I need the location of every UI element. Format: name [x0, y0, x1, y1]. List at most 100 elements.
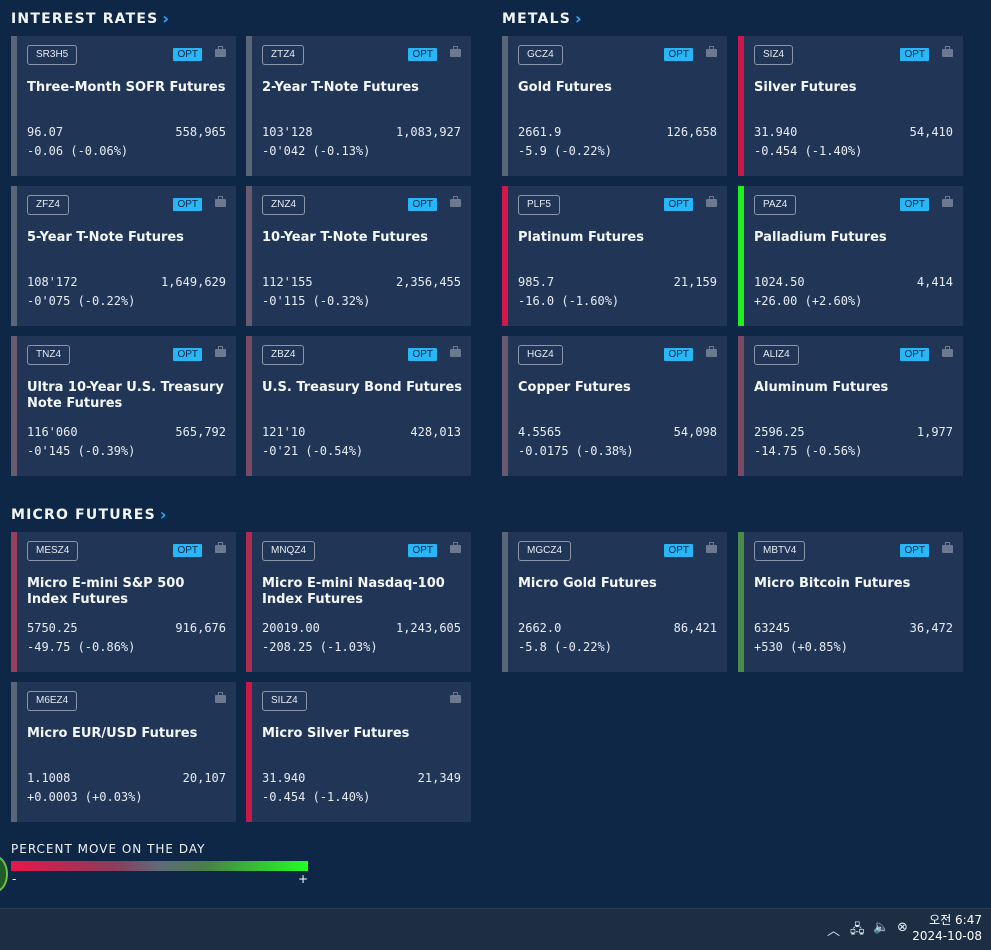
options-badge[interactable]: OPT [408, 198, 437, 211]
options-badge[interactable]: OPT [173, 48, 202, 61]
price-change: -208.25 (-1.03%) [262, 640, 378, 654]
last-price: 112'155 [262, 275, 313, 289]
symbol-badge: MESZ4 [27, 541, 79, 561]
last-price: 121'10 [262, 425, 306, 439]
briefcase-icon[interactable] [450, 346, 461, 357]
briefcase-icon[interactable] [706, 46, 717, 57]
last-price: 4.5565 [518, 425, 562, 439]
briefcase-icon[interactable] [450, 692, 461, 703]
briefcase-icon[interactable] [706, 196, 717, 207]
chevron-right-icon: › [162, 9, 171, 28]
briefcase-icon[interactable] [215, 196, 226, 207]
options-badge[interactable]: OPT [900, 198, 929, 211]
symbol-badge: HGZ4 [518, 345, 563, 365]
legend-title: PERCENT MOVE ON THE DAY [11, 842, 206, 856]
briefcase-icon[interactable] [450, 196, 461, 207]
futures-tile[interactable]: SIZ4 OPT Silver Futures 31.940 54,410 -0.454 … [738, 36, 963, 176]
price-change: +26.00 (+2.60%) [754, 294, 863, 308]
contract-name: Platinum Futures [518, 230, 644, 245]
last-price: 20019.00 [262, 621, 320, 635]
clock-time[interactable]: 오전 6:47 [929, 913, 982, 927]
futures-tile[interactable]: SR3H5 OPT Three-Month SOFR Futures 96.07 558… [11, 36, 236, 176]
volume: 54,098 [673, 425, 717, 439]
close-circle-icon[interactable]: ⊗ [897, 920, 908, 935]
last-price: 1.1008 [27, 771, 71, 785]
options-badge[interactable]: OPT [664, 348, 693, 361]
section-interest-rates[interactable]: INTEREST RATES › [11, 9, 170, 28]
futures-tile[interactable]: ZFZ4 OPT 5-Year T-Note Futures 108'172 1,649… [11, 186, 236, 326]
options-badge[interactable]: OPT [408, 544, 437, 557]
briefcase-icon[interactable] [215, 692, 226, 703]
symbol-badge: ALIZ4 [754, 345, 799, 365]
options-badge[interactable]: OPT [408, 348, 437, 361]
price-change: -0'075 (-0.22%) [27, 294, 136, 308]
options-badge[interactable]: OPT [900, 348, 929, 361]
futures-tile[interactable]: ALIZ4 OPT Aluminum Futures 2596.25 1,977 -14.… [738, 336, 963, 476]
futures-tile[interactable]: ZBZ4 OPT U.S. Treasury Bond Futures 121'10 4… [246, 336, 471, 476]
briefcase-icon[interactable] [706, 346, 717, 357]
options-badge[interactable]: OPT [173, 198, 202, 211]
floating-widget-button[interactable] [0, 856, 8, 892]
price-change: -16.0 (-1.60%) [518, 294, 620, 308]
volume: 565,792 [175, 425, 226, 439]
options-badge[interactable]: OPT [664, 544, 693, 557]
chevron-up-icon[interactable]: ︿ [827, 924, 841, 939]
futures-tile[interactable]: TNZ4 OPT Ultra 10-Year U.S. Treasury Note … [11, 336, 236, 476]
futures-tile[interactable]: MESZ4 OPT Micro E-mini S&P 500 Index Futur… [11, 532, 236, 672]
speaker-icon[interactable]: 🔈 [873, 920, 890, 935]
symbol-badge: GCZ4 [518, 45, 563, 65]
futures-tile[interactable]: HGZ4 OPT Copper Futures 4.5565 54,098 -0.0175… [502, 336, 727, 476]
clock-date[interactable]: 2024-10-08 [912, 929, 982, 943]
options-badge[interactable]: OPT [173, 348, 202, 361]
futures-tile[interactable]: GCZ4 OPT Gold Futures 2661.9 126,658 -5.9 (-0… [502, 36, 727, 176]
percent-move-gradient [11, 861, 308, 871]
contract-name: 2-Year T-Note Futures [262, 80, 419, 95]
options-badge[interactable]: OPT [900, 544, 929, 557]
network-icon[interactable]: 🖧 [850, 922, 865, 937]
futures-tile[interactable]: PLF5 OPT Platinum Futures 985.7 21,159 -16.0 … [502, 186, 727, 326]
options-badge[interactable]: OPT [173, 544, 202, 557]
futures-tile[interactable]: MBTV4 OPT Micro Bitcoin Futures 63245 36,472… [738, 532, 963, 672]
last-price: 5750.25 [27, 621, 78, 635]
briefcase-icon[interactable] [450, 46, 461, 57]
options-badge[interactable]: OPT [664, 48, 693, 61]
briefcase-icon[interactable] [450, 542, 461, 553]
briefcase-icon[interactable] [215, 46, 226, 57]
options-badge[interactable]: OPT [408, 48, 437, 61]
section-metals[interactable]: METALS › [502, 9, 583, 28]
contract-name: Micro E-mini Nasdaq-100 Index Futures [262, 576, 445, 607]
last-price: 63245 [754, 621, 791, 635]
options-badge[interactable]: OPT [664, 198, 693, 211]
briefcase-icon[interactable] [215, 542, 226, 553]
briefcase-icon[interactable] [942, 196, 953, 207]
contract-name: 10-Year T-Note Futures [262, 230, 428, 245]
contract-name: Copper Futures [518, 380, 631, 395]
futures-tile[interactable]: M6EZ4 Micro EUR/USD Futures 1.1008 20,107 +0… [11, 682, 236, 822]
legend-minus: - [12, 872, 17, 886]
options-badge[interactable]: OPT [900, 48, 929, 61]
futures-tile[interactable]: ZNZ4 OPT 10-Year T-Note Futures 112'155 2,35… [246, 186, 471, 326]
briefcase-icon[interactable] [215, 346, 226, 357]
contract-name: Three-Month SOFR Futures [27, 80, 226, 95]
symbol-badge: ZFZ4 [27, 195, 69, 215]
symbol-badge: TNZ4 [27, 345, 70, 365]
futures-tile[interactable]: MGCZ4 OPT Micro Gold Futures 2662.0 86,421 -5… [502, 532, 727, 672]
contract-name: Micro EUR/USD Futures [27, 726, 198, 741]
futures-tile[interactable]: ZTZ4 OPT 2-Year T-Note Futures 103'128 1,083… [246, 36, 471, 176]
briefcase-icon[interactable] [706, 542, 717, 553]
volume: 36,472 [909, 621, 953, 635]
briefcase-icon[interactable] [942, 542, 953, 553]
volume: 916,676 [175, 621, 226, 635]
futures-tile[interactable]: PAZ4 OPT Palladium Futures 1024.50 4,414 +26.… [738, 186, 963, 326]
price-change: -0.454 (-1.40%) [754, 144, 863, 158]
section-metals-label: METALS [502, 10, 571, 27]
briefcase-icon[interactable] [942, 46, 953, 57]
symbol-badge: MBTV4 [754, 541, 806, 561]
volume: 54,410 [909, 125, 953, 139]
price-change: -0.0175 (-0.38%) [518, 444, 634, 458]
briefcase-icon[interactable] [942, 346, 953, 357]
symbol-badge: PLF5 [518, 195, 560, 215]
futures-tile[interactable]: SILZ4 Micro Silver Futures 31.940 21,349 -0.… [246, 682, 471, 822]
futures-tile[interactable]: MNQZ4 OPT Micro E-mini Nasdaq-100 Index Fu… [246, 532, 471, 672]
section-micro-futures[interactable]: MICRO FUTURES › [11, 505, 168, 524]
